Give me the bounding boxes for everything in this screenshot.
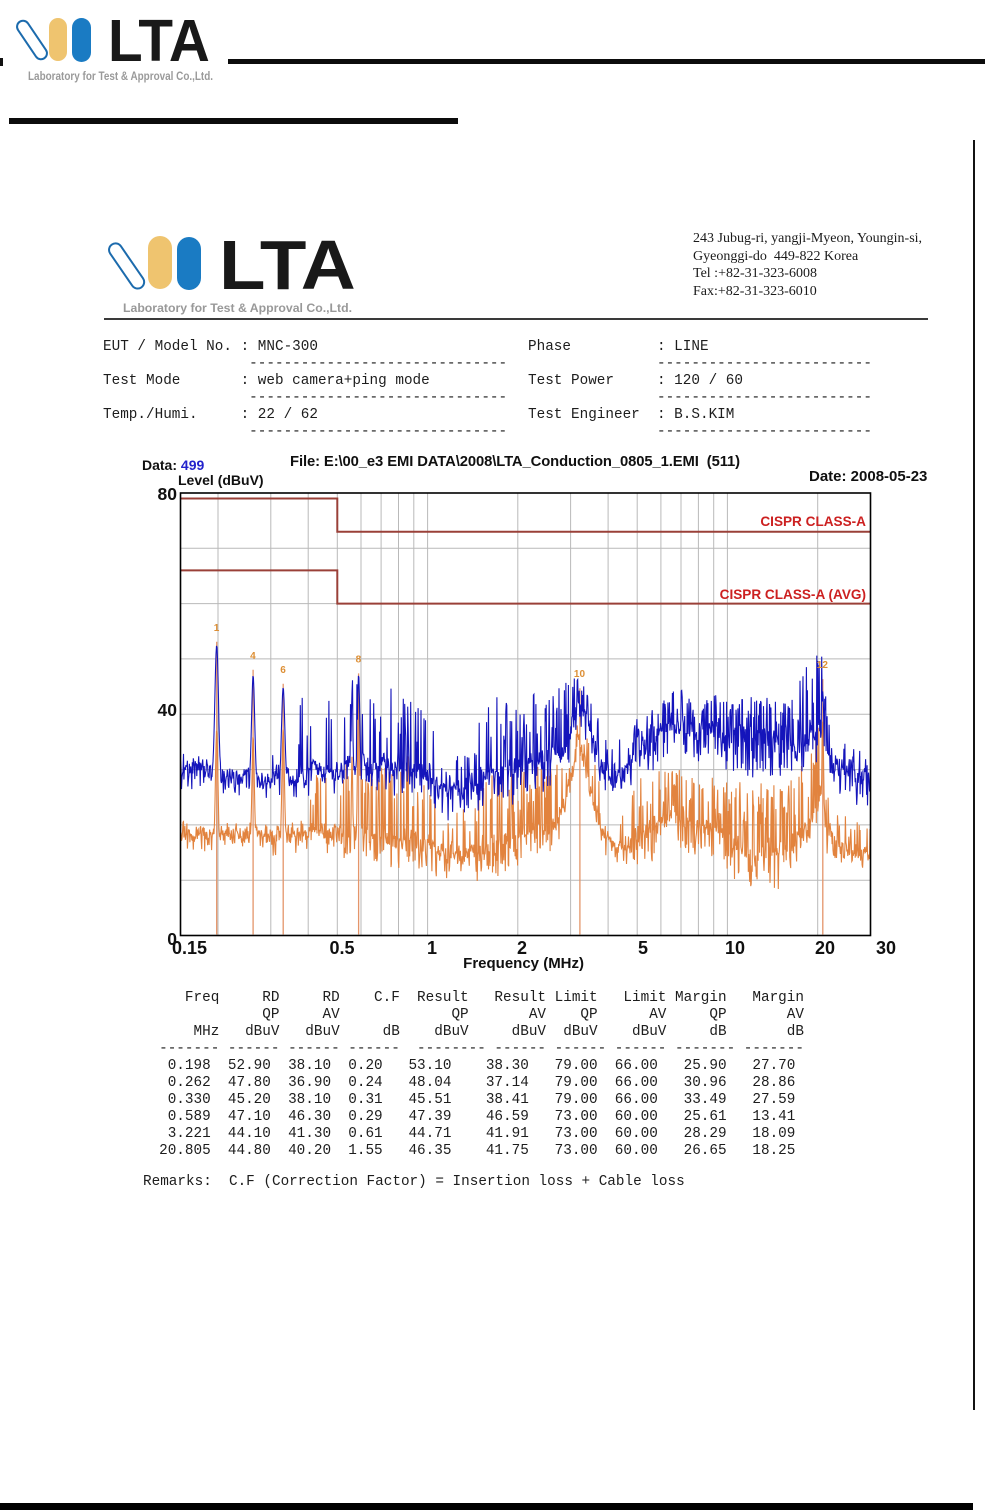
svg-text:6: 6: [280, 665, 286, 676]
svg-text:4: 4: [250, 651, 256, 662]
svg-text:12: 12: [817, 660, 829, 671]
svg-text:1: 1: [214, 623, 220, 634]
svg-text:10: 10: [574, 669, 586, 680]
svg-text:8: 8: [356, 654, 362, 665]
